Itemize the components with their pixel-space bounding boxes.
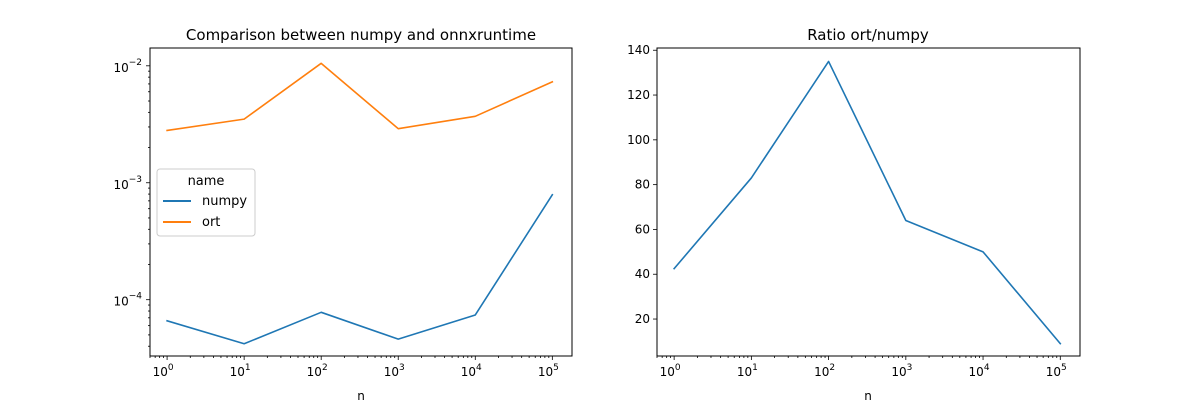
y-tick-label: 10−4: [113, 292, 142, 309]
x-tick-label: 101: [737, 363, 758, 379]
x-tick-label: 102: [814, 363, 835, 379]
y-tick-label: 140: [627, 43, 650, 57]
x-axis-label: n: [357, 389, 365, 400]
y-tick-label: 40: [635, 267, 650, 281]
legend[interactable]: name numpy ort: [156, 168, 256, 237]
axes-frame: [149, 47, 573, 357]
y-tick-label: 120: [627, 88, 650, 102]
legend-title: name: [188, 174, 225, 189]
x-axis-label: n: [864, 389, 872, 400]
y-tick-label: 100: [627, 133, 650, 147]
x-tick-label: 101: [230, 363, 251, 379]
series-line-ort: [166, 62, 554, 132]
legend-entry-ort: ort: [202, 215, 220, 230]
x-tick-label: 100: [153, 363, 174, 379]
series-line-numpy: [166, 193, 554, 345]
x-tick-label: 104: [969, 363, 990, 379]
x-tick-label: 103: [384, 363, 405, 379]
y-tick-label: 80: [635, 178, 650, 192]
legend-entry-numpy: numpy: [202, 194, 247, 209]
y-tick-label: 10−3: [113, 175, 142, 192]
chart-ratio: Ratio ort/numpy 100 101 102 103 104 105 20 40 60…: [627, 26, 1081, 400]
y-tick-label: 10−2: [113, 58, 142, 75]
x-tick-label: 105: [538, 363, 559, 379]
chart-comparison: Comparison between numpy and onnxruntime…: [113, 26, 573, 400]
axes-frame: [656, 47, 1081, 357]
x-tick-label: 104: [461, 363, 482, 379]
x-tick-label: 105: [1046, 363, 1067, 379]
x-tick-label: 103: [891, 363, 912, 379]
chart-title: Comparison between numpy and onnxruntime: [186, 26, 536, 44]
x-tick-label: 102: [307, 363, 328, 379]
legend-box: [156, 168, 256, 237]
chart-title: Ratio ort/numpy: [807, 26, 929, 44]
plot-area: 100 101 102 103 104 105 20 40 60 80 100 120 140: [627, 43, 1067, 379]
y-tick-label: 20: [635, 312, 650, 326]
y-tick-label: 60: [635, 222, 650, 236]
series-line-series-0: [673, 60, 1062, 345]
x-tick-label: 100: [660, 363, 681, 379]
